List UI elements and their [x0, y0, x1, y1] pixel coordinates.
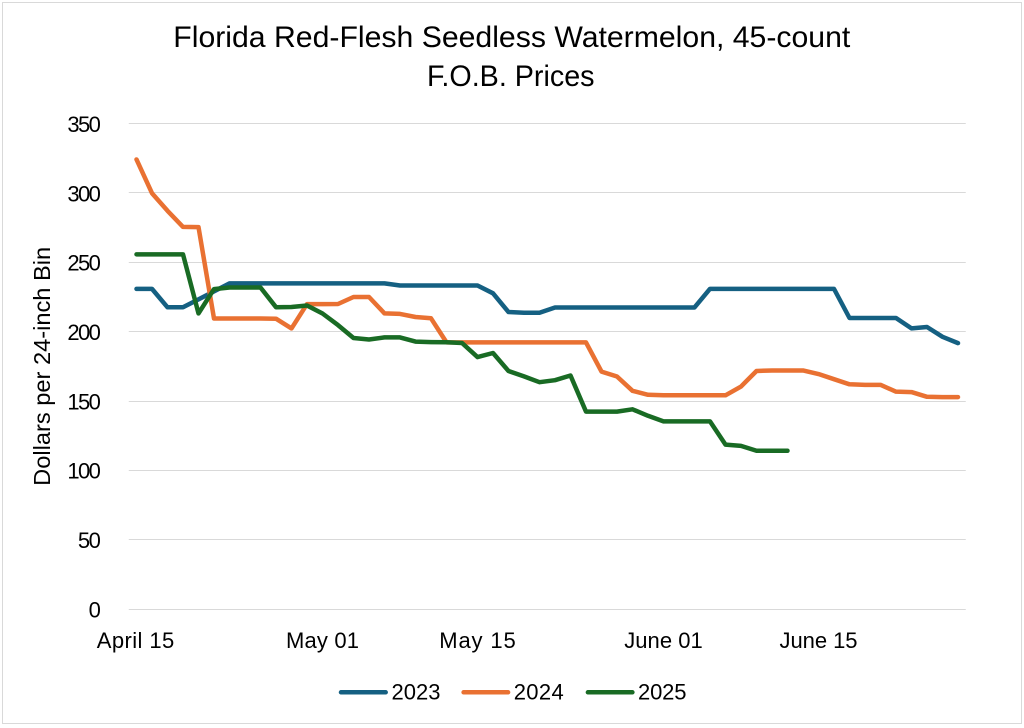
svg-text:May 15: May 15 — [439, 628, 516, 653]
svg-text:250: 250 — [67, 251, 101, 276]
svg-text:Florida Red-Flesh Seedless Wat: Florida Red-Flesh Seedless Watermelon, 4… — [173, 21, 851, 54]
svg-text:April 15: April 15 — [97, 628, 175, 653]
svg-text:300: 300 — [67, 181, 101, 206]
svg-text:Dollars per 24-inch Bin: Dollars per 24-inch Bin — [29, 247, 55, 486]
svg-text:2025: 2025 — [638, 679, 687, 704]
svg-text:2024: 2024 — [514, 679, 564, 704]
svg-text:0: 0 — [89, 597, 101, 622]
svg-text:F.O.B. Prices: F.O.B. Prices — [427, 60, 595, 93]
svg-text:May 01: May 01 — [286, 628, 359, 653]
svg-text:50: 50 — [78, 528, 101, 553]
svg-text:200: 200 — [67, 320, 101, 345]
svg-text:100: 100 — [67, 459, 101, 484]
svg-text:June 01: June 01 — [624, 628, 703, 653]
svg-text:June 15: June 15 — [780, 628, 858, 653]
svg-text:150: 150 — [67, 389, 101, 414]
svg-text:350: 350 — [67, 112, 101, 137]
svg-text:2023: 2023 — [392, 679, 441, 704]
